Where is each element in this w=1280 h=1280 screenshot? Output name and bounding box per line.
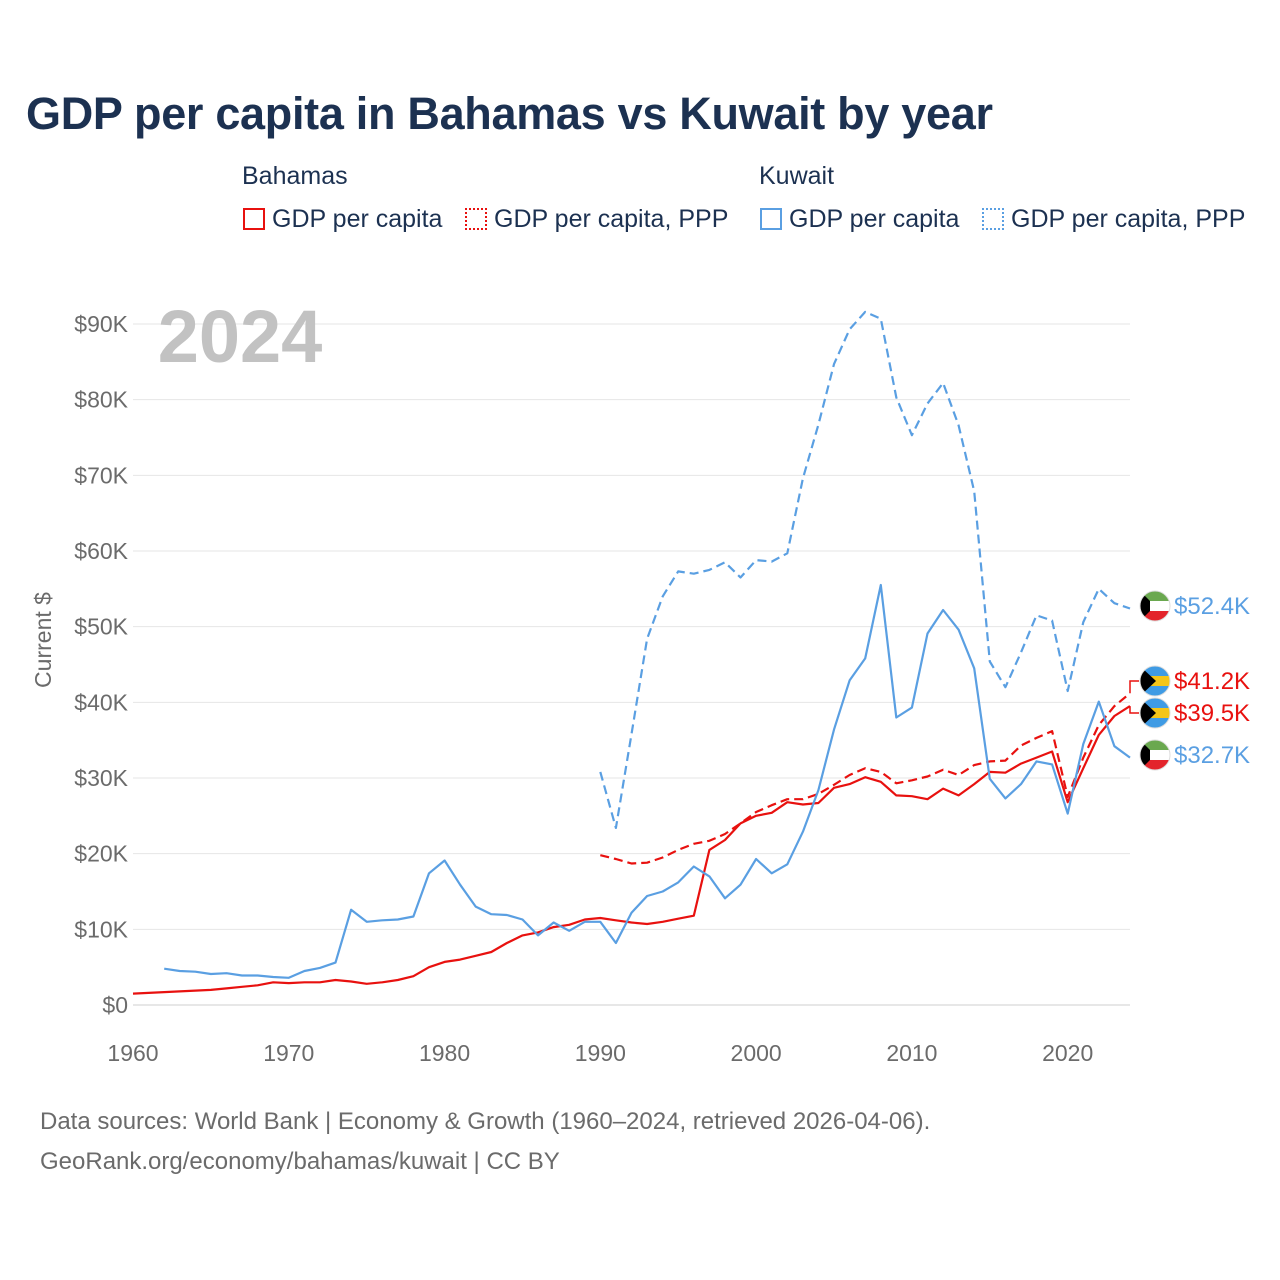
legend-group-kuwait: Kuwait [759, 162, 835, 190]
end-value-label: $41.2K [1174, 668, 1250, 695]
y-tick-label: $80K [74, 387, 128, 413]
x-tick-label: 2000 [731, 1040, 782, 1066]
y-tick-label: $50K [74, 614, 128, 640]
x-tick-label: 2020 [1042, 1040, 1093, 1066]
legend-item-kuwait-ppp[interactable]: GDP per capita, PPP [982, 203, 1245, 235]
legend-item-kuwait-gdp[interactable]: GDP per capita [760, 203, 959, 235]
y-tick-label: $0 [102, 992, 128, 1018]
chart-title: GDP per capita in Bahamas vs Kuwait by y… [26, 88, 993, 139]
y-tick-label: $30K [74, 765, 128, 791]
end-value-label: $52.4K [1174, 593, 1250, 620]
year-watermark: 2024 [158, 295, 323, 378]
legend-swatch-solid-blue [760, 208, 782, 230]
y-axis-ticks: $0 $10K $20K $30K $40K $50K $60K $70K $80K $90K [74, 311, 128, 1018]
label-connector [1129, 680, 1139, 694]
series-line-kuwait-ppp [599, 310, 1131, 830]
y-tick-label: $60K [74, 538, 128, 564]
legend-item-bahamas-gdp[interactable]: GDP per capita [243, 203, 442, 235]
end-value-label: $32.7K [1174, 742, 1250, 769]
footer-sources: Data sources: World Bank | Economy & Gro… [40, 1108, 931, 1135]
grid-lines [133, 323, 1130, 1006]
flag-bahamas-icon [1139, 665, 1171, 697]
flag-kuwait-icon [1139, 590, 1171, 622]
x-tick-label: 1960 [107, 1040, 158, 1066]
footer-attribution: GeoRank.org/economy/bahamas/kuwait | CC … [40, 1148, 560, 1175]
flag-kuwait-icon [1139, 739, 1171, 771]
y-tick-label: $10K [74, 916, 128, 942]
series-group [132, 310, 1131, 995]
series-line-bahamas-ppp [600, 692, 1131, 865]
x-tick-label: 1970 [263, 1040, 314, 1066]
x-tick-label: 1980 [419, 1040, 470, 1066]
flag-bahamas-icon [1139, 697, 1171, 729]
y-tick-label: $40K [74, 689, 128, 715]
legend-label: GDP per capita [789, 204, 960, 233]
x-tick-label: 2010 [886, 1040, 937, 1066]
x-tick-label: 1990 [575, 1040, 626, 1066]
legend-swatch-dotted-blue [982, 208, 1004, 230]
y-tick-label: $70K [74, 462, 128, 488]
series-line-kuwait-gdp [164, 583, 1131, 979]
series-line-bahamas-gdp [132, 705, 1131, 995]
y-tick-label: $90K [74, 311, 128, 337]
legend-label: GDP per capita, PPP [494, 204, 729, 233]
legend-item-bahamas-ppp[interactable]: GDP per capita, PPP [465, 203, 728, 235]
end-labels: $39.5K $41.2K $32.7K $52.4K [1129, 590, 1250, 771]
legend-group-bahamas: Bahamas [242, 162, 348, 190]
legend-swatch-solid-red [243, 208, 265, 230]
legend-label: GDP per capita [272, 204, 443, 233]
legend-label: GDP per capita, PPP [1011, 204, 1246, 233]
x-axis-ticks: 1960 1970 1980 1990 2000 2010 2020 [107, 1040, 1093, 1066]
y-tick-label: $20K [74, 841, 128, 867]
legend-swatch-dotted-red [465, 208, 487, 230]
label-connector [1129, 706, 1139, 714]
y-axis-label: Current $ [30, 592, 56, 688]
end-value-label: $39.5K [1174, 700, 1250, 727]
